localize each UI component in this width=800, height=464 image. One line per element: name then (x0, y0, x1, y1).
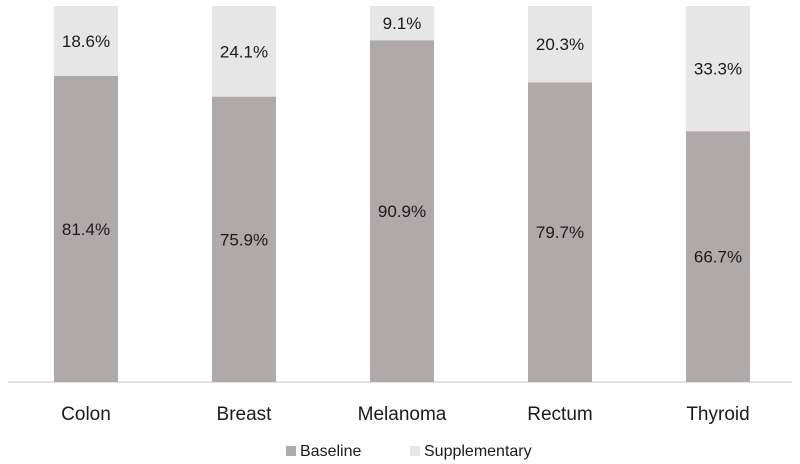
data-label-breast-baseline: 75.9% (220, 230, 268, 249)
data-label-melanoma-baseline: 90.9% (378, 202, 426, 221)
x-tick-labels: Colon Breast Melanoma Rectum Thyroid (61, 404, 750, 425)
data-label-colon-baseline: 81.4% (62, 220, 110, 239)
data-label-thyroid-baseline: 66.7% (694, 248, 742, 267)
data-label-colon-supplementary: 18.6% (62, 32, 110, 51)
legend-label-supplementary: Supplementary (424, 443, 532, 460)
data-label-thyroid-supplementary: 33.3% (694, 60, 742, 79)
bar-breast-supplementary (212, 6, 276, 97)
x-tick-label-thyroid: Thyroid (686, 404, 749, 425)
data-label-melanoma-supplementary: 9.1% (383, 14, 422, 33)
bar-rectum-supplementary (528, 6, 592, 83)
data-label-rectum-baseline: 79.7% (536, 223, 584, 242)
bar-thyroid-baseline (686, 131, 750, 382)
legend-swatch-baseline (286, 446, 296, 456)
bar-melanoma-supplementary (370, 6, 434, 41)
bar-rectum-baseline (528, 82, 592, 382)
bar-breast-baseline (212, 96, 276, 382)
bars-group: 81.4% 18.6% 75.9% 24.1% 90.9% 9.1% 79.7% 20.3% 6… (54, 6, 750, 382)
bar-colon-baseline (54, 75, 118, 382)
x-tick-label-breast: Breast (217, 404, 273, 425)
bar-colon-supplementary (54, 6, 118, 76)
legend-label-baseline: Baseline (300, 443, 361, 460)
data-label-breast-supplementary: 24.1% (220, 42, 268, 61)
data-label-rectum-supplementary: 20.3% (536, 35, 584, 54)
bar-melanoma-baseline (370, 40, 434, 382)
legend-swatch-supplementary (410, 446, 420, 456)
x-tick-label-colon: Colon (61, 404, 111, 425)
x-tick-label-melanoma: Melanoma (358, 404, 447, 425)
bar-thyroid-supplementary (686, 6, 750, 132)
x-tick-label-rectum: Rectum (527, 404, 592, 425)
legend: Baseline Supplementary (286, 443, 532, 460)
